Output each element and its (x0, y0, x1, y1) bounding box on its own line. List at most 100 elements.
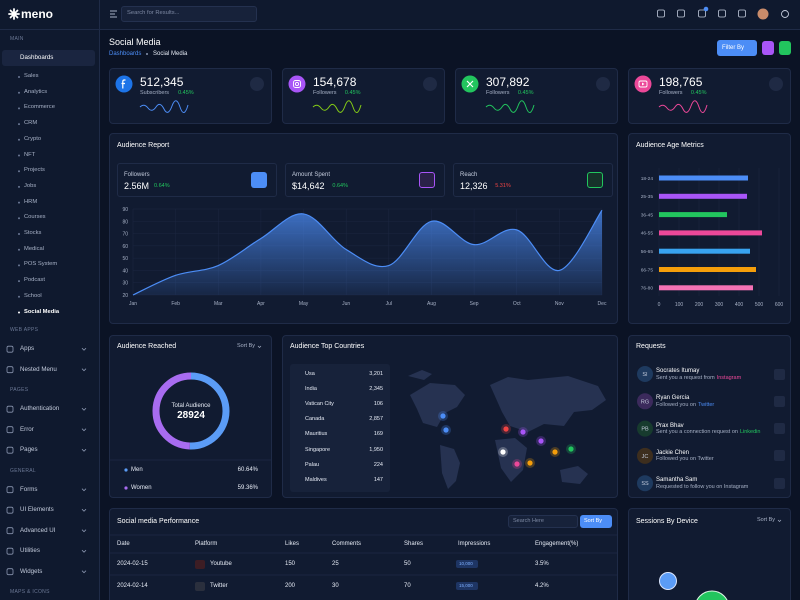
submenu-item[interactable]: Stocks (24, 230, 42, 236)
submenu-item[interactable]: POS System (24, 261, 58, 268)
menu-item[interactable]: Pages (20, 446, 38, 454)
menu-item[interactable]: Authentication (20, 405, 60, 413)
x-tick-label: Apr (257, 301, 265, 307)
submenu-item[interactable]: Sales (24, 73, 39, 79)
submenu-item[interactable]: Jobs (24, 182, 37, 189)
menu-item[interactable]: Forms (20, 485, 38, 493)
table-header: Platform (195, 541, 218, 547)
metric-icon (419, 172, 435, 188)
request-action[interactable] (774, 450, 785, 462)
request-action[interactable] (774, 423, 785, 435)
menu-item[interactable]: Nested Menu (20, 365, 57, 373)
bar (659, 267, 756, 272)
header-icon (657, 9, 665, 18)
menu-item[interactable]: UI Elements (20, 506, 54, 514)
stat-menu-button[interactable] (250, 77, 264, 91)
request-name: Prax Bhav (656, 422, 684, 429)
breadcrumb-link[interactable]: Dashboards (109, 51, 142, 57)
submenu-item[interactable]: Projects (24, 167, 45, 174)
metric-value: 12,326 (460, 181, 488, 191)
submenu-item[interactable]: Podcast (24, 277, 45, 284)
submenu-item[interactable]: Crypto (24, 135, 42, 142)
map-marker (500, 449, 506, 455)
sidebar-brand (0, 0, 100, 30)
submenu-item[interactable]: CRM (24, 120, 38, 127)
y-tick-label: 56-65 (641, 249, 654, 255)
submenu-item[interactable]: Ecommerce (24, 104, 55, 111)
map-marker (538, 438, 544, 444)
filter-button[interactable] (717, 40, 757, 56)
breadcrumb-sep (146, 53, 148, 55)
submenu-item[interactable]: School (24, 292, 42, 299)
map-land (408, 370, 432, 380)
x-tick-label: Jun (342, 301, 350, 307)
stat-value: 154,678 (313, 75, 357, 89)
sort-button[interactable] (580, 515, 612, 528)
submenu-item[interactable]: NFT (24, 151, 36, 158)
stat-card (282, 68, 445, 124)
caret (777, 519, 782, 522)
request-platform: Linkedin (739, 429, 761, 436)
stat-value: 307,892 (486, 75, 530, 89)
country-name: Vatican City (305, 401, 334, 408)
donut-segment (189, 372, 230, 450)
avatar (637, 366, 653, 382)
metric-box (117, 163, 277, 197)
request-action[interactable] (774, 368, 785, 380)
table-header: Engagement(%) (535, 541, 579, 547)
x-tick-label: Dec (598, 301, 607, 307)
request-message: Followed you on Twitter (656, 402, 714, 409)
sort-dropdown[interactable]: Sort By (757, 517, 776, 523)
request-action[interactable] (774, 477, 785, 489)
table-header: Impressions (458, 541, 491, 547)
table-cell: 25 (332, 561, 339, 567)
submenu-item[interactable]: Courses (24, 214, 46, 221)
menu-item[interactable]: Dashboards (20, 54, 54, 61)
card-title: Social media Performance (117, 518, 200, 525)
country-name: Usa (305, 371, 315, 377)
avatar-initials: PB (641, 427, 649, 433)
metric-icon (587, 172, 603, 188)
share-button[interactable] (779, 41, 791, 55)
table-cell: 3.5% (535, 561, 549, 567)
country-value: 169 (373, 431, 383, 438)
card-title: Audience Reached (117, 343, 177, 350)
download-button[interactable] (762, 41, 774, 55)
bar (659, 285, 753, 291)
stat-menu-button[interactable] (769, 77, 783, 91)
request-text: Sent you a connection request on (656, 429, 738, 436)
country-value: 224 (373, 461, 383, 468)
active-item-bg (2, 50, 95, 66)
menu-item[interactable]: Widgets (20, 567, 43, 575)
menu-item[interactable]: Utilities (20, 547, 40, 555)
page-title: Social Media (109, 37, 161, 47)
table-cell: Youtube (210, 561, 232, 567)
chevron (81, 508, 87, 512)
submenu-item[interactable]: Analytics (24, 88, 48, 95)
request-platform: Instagram (716, 374, 742, 381)
submenu-dot (18, 295, 20, 298)
sparkline (485, 100, 535, 113)
request-text: Requested to follow you on Instagram (656, 483, 749, 490)
menu-item[interactable]: Advanced UI (20, 526, 56, 534)
area (133, 210, 602, 295)
submenu-item[interactable]: HRM (24, 198, 38, 205)
avatar (637, 447, 653, 464)
table-cell: 50 (404, 561, 411, 567)
menu-item[interactable]: Error (20, 425, 34, 433)
chevron (81, 570, 87, 574)
x-tick-label: Jan (129, 301, 137, 307)
submenu-dot (18, 264, 20, 267)
sort-dropdown[interactable]: Sort By (237, 343, 256, 349)
notification-badge (703, 6, 709, 12)
metric-value: $14,642 (292, 181, 325, 191)
menu-item[interactable]: Apps (20, 345, 35, 353)
menu-icon (6, 366, 14, 374)
audience-reached-card (109, 335, 272, 498)
submenu-item[interactable]: Social Media (24, 308, 60, 315)
submenu-item[interactable]: Medical (24, 245, 44, 252)
request-action[interactable] (774, 395, 785, 407)
stat-menu-button[interactable] (596, 77, 610, 91)
stat-menu-button[interactable] (423, 77, 437, 91)
